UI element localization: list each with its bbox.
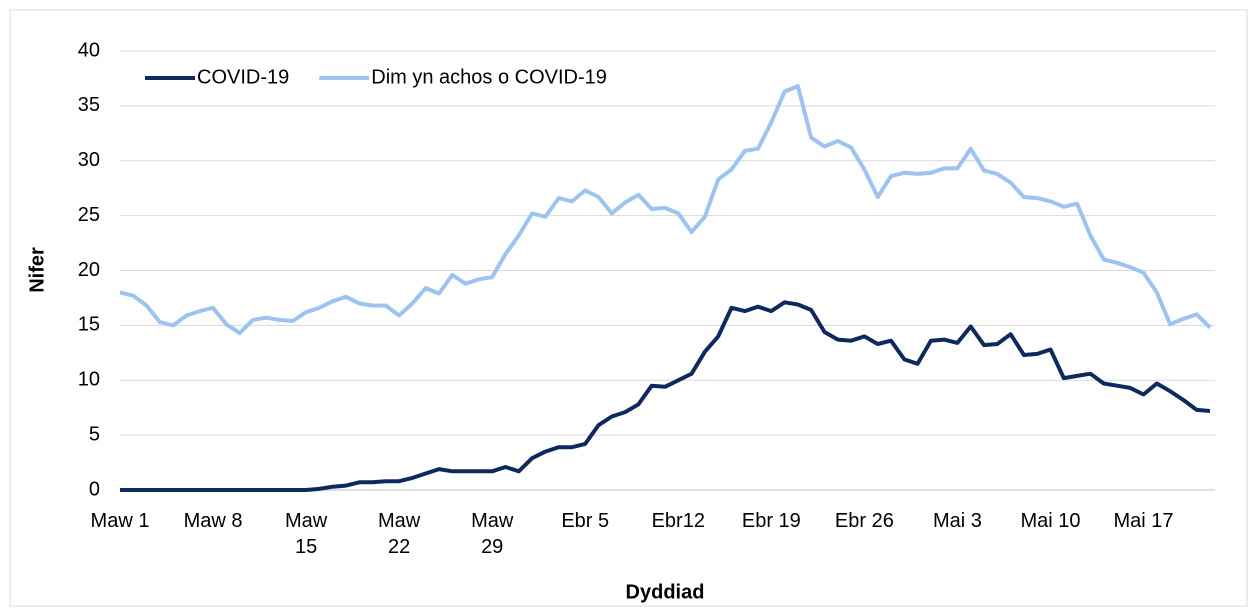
y-tick-label: 35 — [78, 94, 100, 116]
x-tick-label: Ebr 5 — [561, 510, 610, 532]
y-axis-label: Nifer — [26, 247, 48, 293]
x-tick-label: Mai 3 — [932, 510, 982, 532]
legend-label: Dim yn achos o COVID-19 — [371, 66, 607, 88]
y-tick-label: 10 — [78, 369, 100, 391]
y-tick-label: 15 — [78, 314, 100, 336]
x-tick-label: Ebr 26 — [834, 510, 894, 532]
x-tick-label: Maw 22 — [378, 510, 421, 558]
y-tick-label: 25 — [78, 204, 100, 226]
y-tick-label: 40 — [78, 39, 100, 61]
x-tick-label: Mai 17 — [1113, 510, 1174, 532]
x-tick-label: Ebr 19 — [741, 510, 801, 532]
y-tick-label: 0 — [89, 478, 100, 500]
x-axis-label: Dyddiad — [626, 581, 705, 603]
x-tick-label: Maw 8 — [183, 510, 243, 532]
x-tick-label: Maw 29 — [471, 510, 514, 558]
x-tick-label: Mai 10 — [1020, 510, 1081, 532]
x-tick-label: Ebr12 — [651, 510, 705, 532]
legend-label: COVID-19 — [197, 66, 289, 88]
series-line — [120, 300, 1211, 492]
x-tick-label: Maw 15 — [284, 510, 328, 558]
series-line — [119, 84, 1212, 336]
y-tick-label: 5 — [89, 423, 100, 445]
x-tick-label: Maw 1 — [90, 510, 150, 532]
y-tick-label: 20 — [78, 259, 100, 281]
y-tick-label: 30 — [78, 149, 100, 171]
chart-border — [9, 9, 1248, 607]
